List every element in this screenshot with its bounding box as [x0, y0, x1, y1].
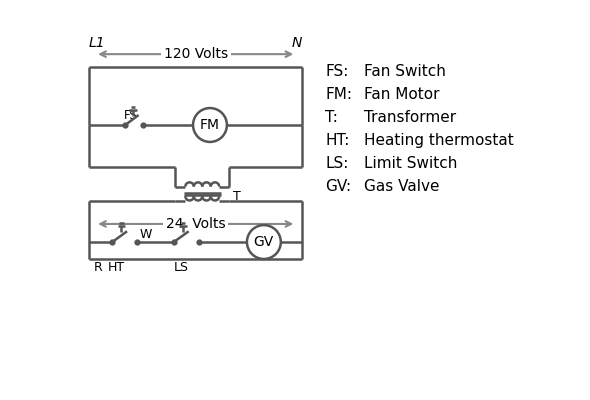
Text: GV: GV: [254, 235, 274, 249]
Text: FM: FM: [200, 118, 220, 132]
Text: L1: L1: [89, 36, 106, 50]
Text: FS: FS: [124, 109, 137, 122]
Text: R: R: [94, 261, 103, 274]
Text: T:: T:: [326, 110, 338, 125]
Text: W: W: [139, 228, 152, 240]
Text: LS: LS: [174, 261, 189, 274]
Text: 120 Volts: 120 Volts: [163, 47, 228, 61]
Text: Heating thermostat: Heating thermostat: [364, 133, 514, 148]
Text: GV:: GV:: [326, 179, 352, 194]
Text: Limit Switch: Limit Switch: [364, 156, 457, 171]
Text: N: N: [292, 36, 302, 50]
Text: FS:: FS:: [326, 64, 349, 78]
Text: T: T: [233, 190, 241, 204]
Text: HT:: HT:: [326, 133, 350, 148]
Text: Fan Motor: Fan Motor: [364, 87, 440, 102]
Text: HT: HT: [107, 261, 124, 274]
Text: Fan Switch: Fan Switch: [364, 64, 446, 78]
Text: 24  Volts: 24 Volts: [166, 217, 225, 231]
Text: FM:: FM:: [326, 87, 352, 102]
Text: Transformer: Transformer: [364, 110, 456, 125]
Text: Gas Valve: Gas Valve: [364, 179, 440, 194]
Text: LS:: LS:: [326, 156, 349, 171]
